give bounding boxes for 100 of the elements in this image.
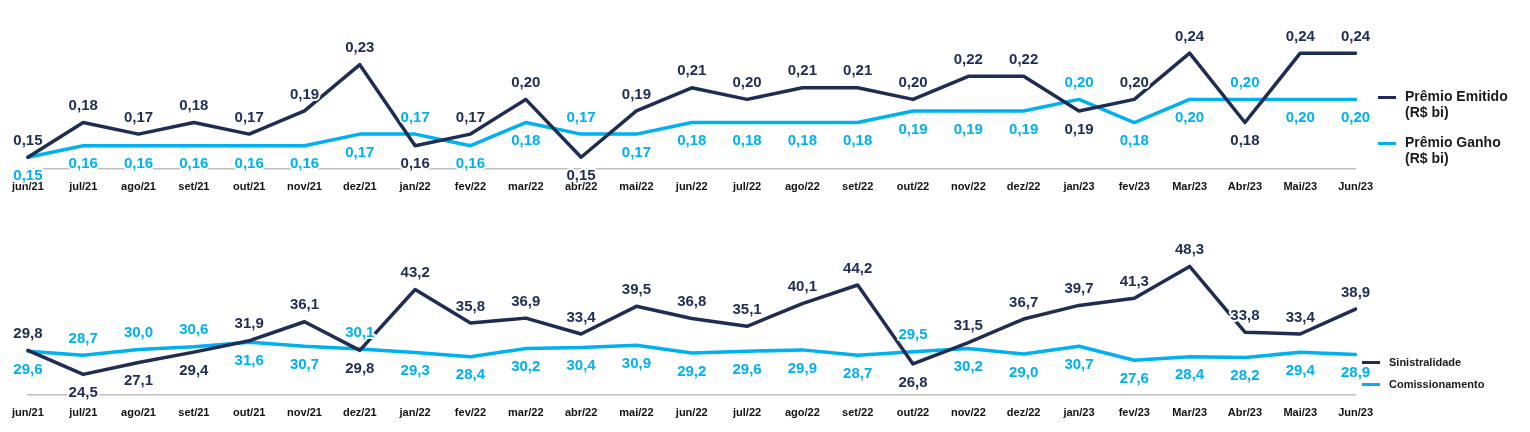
data-label: 0,19 [1009,119,1039,137]
data-label: 0,15 [566,165,596,183]
data-label: 29,4 [1285,360,1316,378]
data-label: 0,15 [13,130,43,148]
x-tick-label: Mai/23 [1283,406,1318,419]
data-label: 29,2 [677,361,707,379]
data-label: 26,8 [898,372,928,390]
data-label: 0,20 [898,73,928,91]
x-tick-label: abr/22 [564,406,598,419]
x-tick-label: jul/22 [731,406,762,419]
data-label: 24,5 [68,383,98,401]
data-label: 0,21 [787,61,817,79]
data-label: 0,19 [898,119,928,137]
data-label: 30,7 [289,354,320,372]
data-label: 28,4 [455,365,486,383]
data-label: 28,4 [1175,365,1205,383]
data-label: 0,15 [13,165,43,183]
x-tick-label: Mar/23 [1172,180,1208,193]
x-tick-label: jun/21 [10,406,44,419]
data-label: 36,1 [289,295,320,313]
x-tick-label: ago/22 [784,180,820,193]
data-label: 30,9 [621,353,652,371]
data-label: 29,6 [732,359,762,377]
data-label: 0,17 [400,107,430,125]
x-tick-label: jul/21 [68,180,98,193]
data-label: 0,16 [123,154,154,172]
x-tick-label: fev/22 [454,406,487,419]
data-label: 44,2 [843,258,873,276]
data-label: 0,18 [732,131,762,149]
data-label: 36,7 [1009,292,1039,310]
data-label: 29,9 [787,358,817,376]
data-label: 41,3 [1119,271,1149,289]
data-label: 35,1 [732,299,762,317]
x-tick-label: jan/22 [398,180,431,193]
data-label: 0,17 [621,142,652,160]
data-label: 48,3 [1175,240,1205,258]
data-label: 0,20 [1230,73,1260,91]
x-tick-label: jul/22 [731,180,762,193]
x-tick-label: Mar/23 [1172,406,1208,419]
data-label: 0,18 [787,131,817,149]
data-label: 0,16 [234,154,264,172]
data-label: 0,19 [1064,119,1094,137]
data-label: 0,24 [1340,26,1371,44]
data-label: 28,7 [68,328,98,346]
x-tick-label: jan/23 [1062,180,1095,193]
x-tick-label: ago/22 [784,406,820,419]
x-tick-label: Abr/23 [1227,180,1263,193]
x-tick-label: fev/22 [454,180,487,193]
data-label: 0,20 [732,73,762,91]
legend-label: Sinistralidade [1389,356,1462,368]
data-label: 0,24 [1175,26,1205,44]
x-tick-label: set/21 [178,180,210,193]
data-label: 39,5 [621,279,652,297]
data-label: 29,8 [345,358,375,376]
data-label: 33,4 [566,307,597,325]
x-tick-label: Jun/23 [1338,406,1374,419]
x-tick-label: dez/22 [1006,406,1041,419]
data-label: 33,8 [1230,305,1260,323]
data-label: 30,2 [511,357,541,375]
x-tick-label: nov/21 [287,406,322,419]
data-label: 29,3 [400,361,430,379]
data-label: 0,16 [289,154,320,172]
data-label: 29,6 [13,359,43,377]
data-label: 39,7 [1064,279,1094,297]
data-label: 0,22 [953,49,983,67]
x-tick-label: nov/22 [950,180,986,193]
data-label: 40,1 [787,277,817,295]
data-label: 38,9 [1340,282,1371,300]
x-tick-label: jan/22 [398,406,431,419]
x-tick-label: fev/23 [1118,406,1150,419]
x-tick-label: out/22 [896,180,930,193]
data-label: 0,16 [68,154,98,172]
data-label: 33,4 [1285,307,1316,325]
data-label: 0,18 [511,131,541,149]
x-tick-label: out/21 [232,180,266,193]
data-label: 31,9 [234,314,264,332]
data-label: 30,2 [953,357,983,375]
data-label: 29,0 [1009,362,1039,380]
x-tick-label: Abr/23 [1227,406,1263,419]
x-tick-label: dez/21 [342,406,377,419]
x-tick-label: out/22 [896,406,930,419]
x-tick-label: set/21 [178,406,210,419]
data-label: 43,2 [400,263,430,281]
data-label: 0,18 [68,96,98,114]
data-label: 0,20 [1119,73,1149,91]
data-label: 0,17 [123,107,154,125]
x-tick-label: ago/21 [121,180,156,193]
data-label: 0,19 [953,119,983,137]
data-label: 28,7 [843,363,873,381]
x-tick-label: jul/21 [68,406,98,419]
data-label: 30,7 [1064,354,1094,372]
data-label: 0,17 [455,107,486,125]
x-tick-label: jan/23 [1062,406,1095,419]
x-tick-label: mar/22 [508,406,544,419]
data-label: 0,24 [1285,26,1316,44]
data-label: 29,8 [13,323,43,341]
data-label: 31,5 [953,316,983,334]
data-label: 36,8 [677,292,707,310]
x-tick-label: set/22 [842,406,874,419]
data-label: 0,18 [1119,131,1149,149]
